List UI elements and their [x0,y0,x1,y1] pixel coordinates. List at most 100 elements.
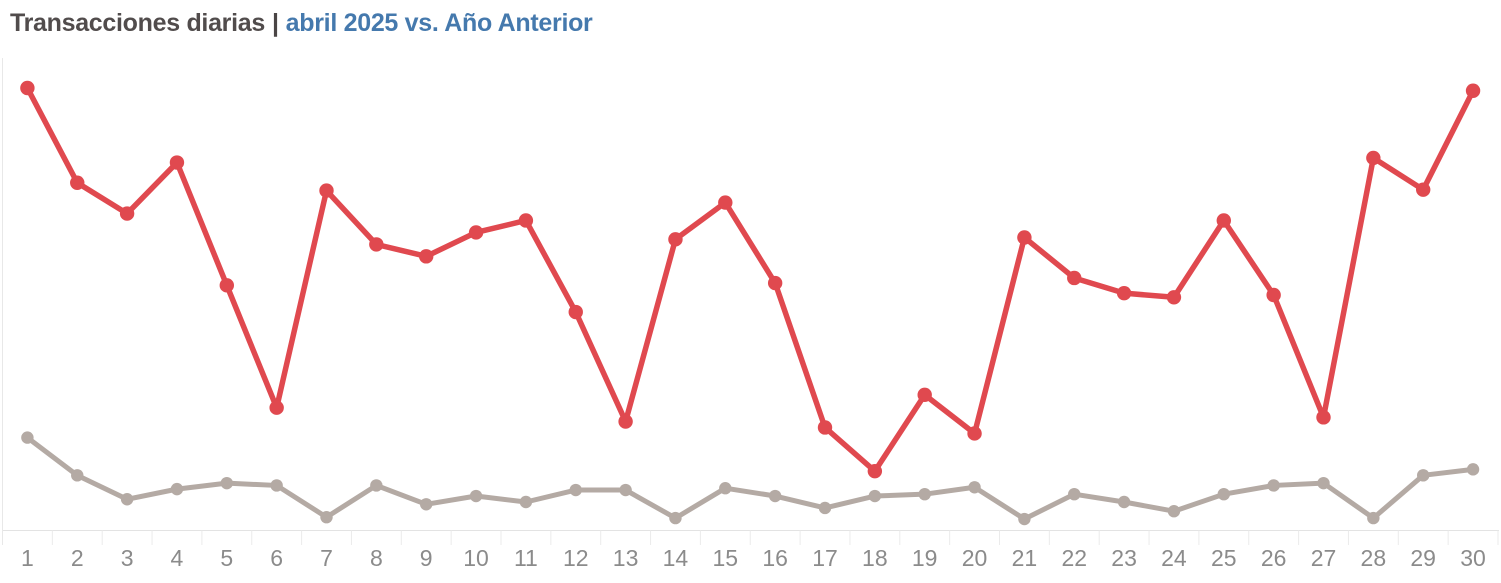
data-point-abril-2025-day-3[interactable] [119,206,135,221]
data-point-ano-anterior-day-26[interactable] [1267,479,1280,492]
data-point-abril-2025-day-28[interactable] [1366,150,1381,166]
data-point-ano-anterior-day-28[interactable] [1367,511,1380,525]
x-axis-label-day-29: 29 [1410,545,1436,571]
x-axis-label-day-27: 27 [1311,545,1337,571]
data-point-ano-anterior-day-9[interactable] [420,498,433,511]
data-point-abril-2025-day-14[interactable] [668,232,683,247]
data-point-ano-anterior-day-25[interactable] [1217,487,1231,501]
data-point-ano-anterior-day-27[interactable] [1317,476,1330,490]
x-axis-label-day-15: 15 [713,545,739,571]
data-point-abril-2025-day-9[interactable] [419,249,434,264]
x-axis-label-day-5: 5 [220,545,233,571]
x-axis-label-day-12: 12 [563,545,589,571]
data-point-abril-2025-day-17[interactable] [817,420,833,435]
data-point-ano-anterior-day-13[interactable] [619,483,632,497]
data-point-abril-2025-day-29[interactable] [1416,182,1431,197]
data-point-abril-2025-day-25[interactable] [1216,213,1232,228]
data-point-abril-2025-day-23[interactable] [1116,285,1132,301]
data-point-abril-2025-day-13[interactable] [618,414,633,429]
data-point-ano-anterior-day-3[interactable] [120,493,134,506]
x-axis-label-day-25: 25 [1211,545,1237,571]
data-point-ano-anterior-day-2[interactable] [71,469,84,482]
x-axis-label-day-14: 14 [663,545,689,571]
data-point-ano-anterior-day-20[interactable] [968,481,981,494]
data-point-abril-2025-day-15[interactable] [718,195,733,210]
data-point-abril-2025-day-5[interactable] [219,278,234,293]
data-point-abril-2025-day-1[interactable] [20,80,35,96]
data-point-abril-2025-day-20[interactable] [967,426,982,441]
data-point-abril-2025-day-22[interactable] [1067,270,1082,286]
data-point-abril-2025-day-16[interactable] [767,275,783,291]
x-axis-label-day-17: 17 [812,545,838,571]
data-point-ano-anterior-day-8[interactable] [370,479,383,492]
x-axis-label-day-11: 11 [514,545,538,571]
x-axis-label-day-3: 3 [121,545,134,571]
chart-title: Transacciones diarias | abril 2025 vs. Año… [10,9,593,38]
data-point-ano-anterior-day-17[interactable] [818,501,832,515]
x-axis-labels: 1 2 3 4 5 6 7 8 9 10 11 12 13 14 15 16 17 18 19 20 21 22 23 24 2… [21,545,1486,571]
x-axis-label-day-26: 26 [1261,545,1287,571]
x-axis-label-day-19: 19 [912,545,938,571]
x-axis-label-day-7: 7 [320,545,333,571]
data-point-abril-2025-day-8[interactable] [369,237,384,252]
data-point-ano-anterior-day-21[interactable] [1018,512,1031,526]
data-point-ano-anterior-day-30[interactable] [1466,463,1480,476]
data-point-ano-anterior-day-15[interactable] [719,482,732,495]
data-point-abril-2025-day-24[interactable] [1166,290,1182,305]
data-point-abril-2025-day-2[interactable] [70,175,85,190]
x-axis-label-day-10: 10 [463,545,489,571]
data-point-ano-anterior-day-1[interactable] [21,431,34,444]
x-axis-label-day-24: 24 [1161,545,1187,571]
x-axis-label-day-8: 8 [370,545,383,571]
chart-title-separator: | [271,9,279,37]
data-point-ano-anterior-day-14[interactable] [669,511,682,525]
data-point-ano-anterior-day-23[interactable] [1117,495,1131,509]
data-point-ano-anterior-day-16[interactable] [768,489,782,503]
x-axis-label-day-23: 23 [1111,545,1137,571]
x-axis-label-day-18: 18 [862,545,888,571]
data-point-ano-anterior-day-6[interactable] [270,479,283,492]
data-point-ano-anterior-day-29[interactable] [1417,469,1430,482]
data-point-ano-anterior-day-24[interactable] [1167,505,1181,518]
data-point-abril-2025-day-6[interactable] [269,400,284,415]
x-axis-label-day-30: 30 [1460,545,1486,571]
x-axis-label-day-4: 4 [171,545,184,571]
data-point-ano-anterior-day-11[interactable] [519,495,533,509]
x-axis-label-day-9: 9 [420,545,433,571]
data-point-ano-anterior-day-7[interactable] [320,510,333,524]
data-point-ano-anterior-day-5[interactable] [220,476,233,490]
data-point-ano-anterior-day-10[interactable] [469,489,483,503]
data-point-abril-2025-day-4[interactable] [169,155,185,170]
chart-title-period: abril 2025 vs. Año Anterior [285,9,593,37]
series-line-ano-anterior [24,435,1476,522]
data-point-abril-2025-day-26[interactable] [1266,287,1281,303]
data-point-abril-2025-day-30[interactable] [1465,83,1481,98]
chart-title-main: Transacciones diarias [10,9,265,37]
data-point-ano-anterior-day-12[interactable] [569,483,582,497]
data-point-ano-anterior-day-19[interactable] [918,487,931,501]
x-axis-label-day-21: 21 [1012,545,1038,571]
data-point-abril-2025-day-10[interactable] [468,225,484,240]
data-point-abril-2025-day-21[interactable] [1017,230,1032,245]
data-point-abril-2025-day-19[interactable] [917,387,932,403]
x-axis-label-day-2: 2 [71,545,84,571]
x-axis-label-day-13: 13 [613,545,639,571]
data-point-abril-2025-day-27[interactable] [1316,410,1331,425]
data-point-abril-2025-day-12[interactable] [568,304,583,320]
series-line-abril-2025 [24,85,1476,474]
x-axis-label-day-20: 20 [962,545,988,571]
data-point-ano-anterior-day-4[interactable] [170,482,184,496]
chart-series [20,80,1481,526]
x-axis-label-day-22: 22 [1061,545,1087,571]
data-point-ano-anterior-day-18[interactable] [868,489,882,503]
data-point-ano-anterior-day-22[interactable] [1068,487,1081,501]
x-axis-label-day-28: 28 [1361,545,1387,571]
x-axis-label-day-1: 1 [21,545,34,571]
x-axis [2,58,1499,545]
data-point-abril-2025-day-11[interactable] [518,213,534,228]
data-point-abril-2025-day-18[interactable] [867,463,883,479]
x-axis-label-day-16: 16 [762,545,788,571]
data-point-abril-2025-day-7[interactable] [319,183,334,198]
x-axis-label-day-6: 6 [270,545,283,571]
